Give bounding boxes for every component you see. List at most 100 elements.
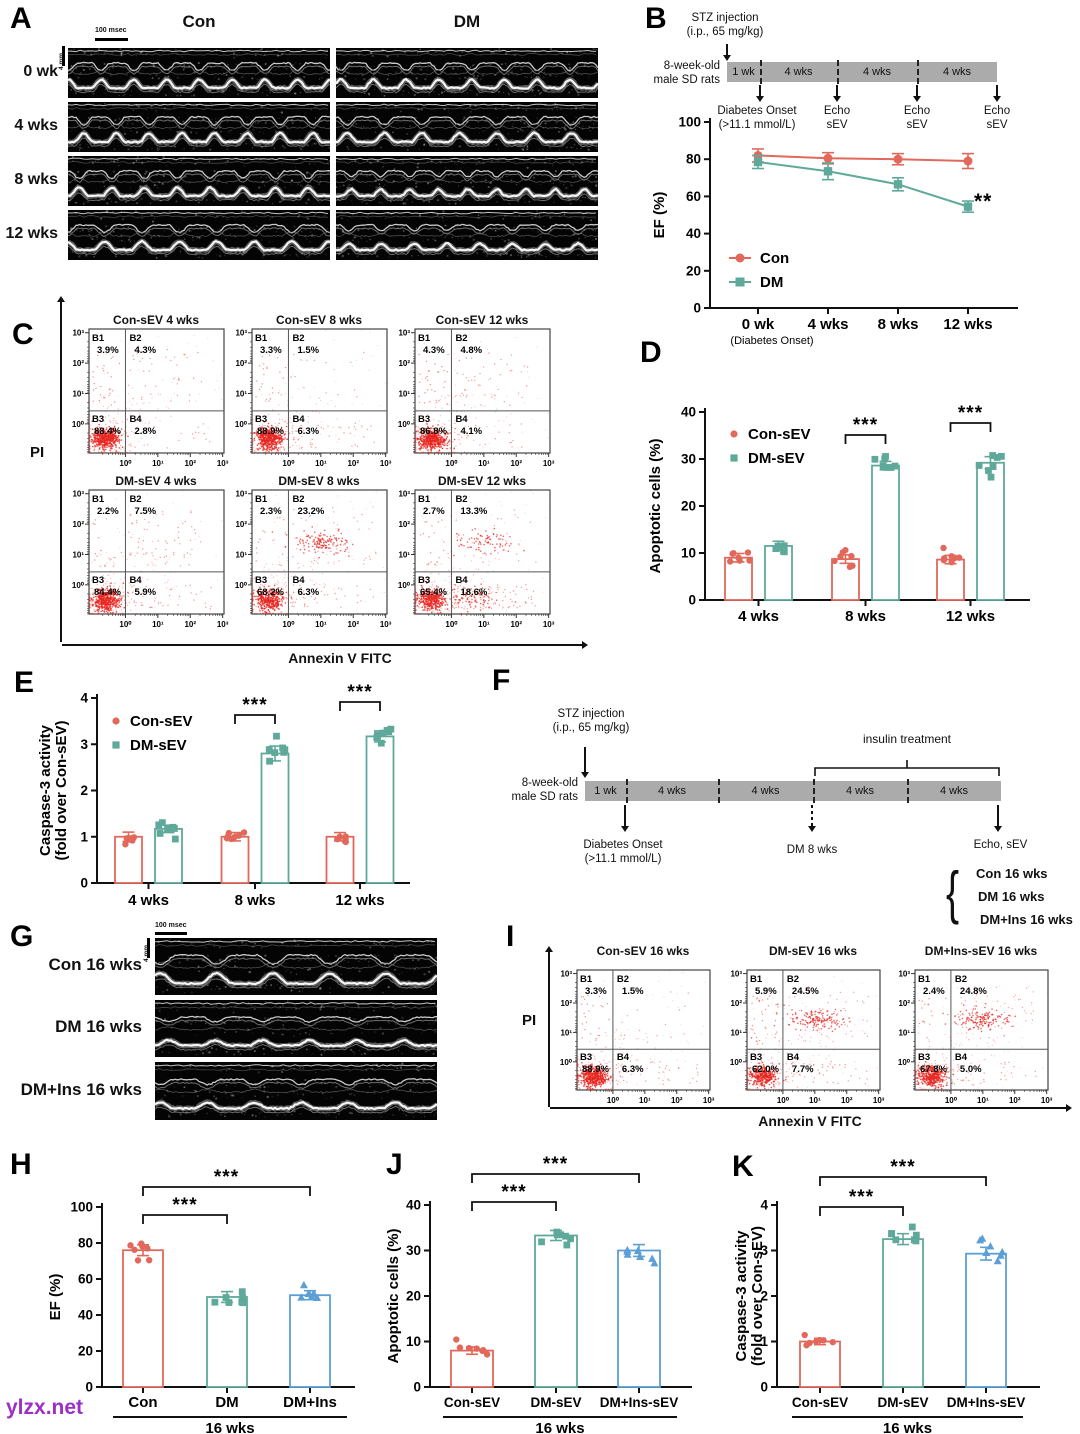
svg-text:10²: 10² <box>510 459 522 468</box>
stz-line1: STZ injection <box>691 12 759 24</box>
timeline-seg: 4 wks <box>845 785 875 797</box>
pi-axis-label: PI <box>30 444 45 461</box>
svg-text:1.5%: 1.5% <box>297 345 319 356</box>
panel-g-row-dmins: DM+Ins 16 wks <box>20 1080 142 1099</box>
svg-text:88.9%: 88.9% <box>257 426 284 437</box>
echo-line1: Echo <box>983 105 1011 117</box>
svg-text:**: ** <box>974 190 992 213</box>
onset-line1: Diabetes Onset <box>583 839 663 851</box>
timeline-seg-1wk: 1 wk <box>732 66 755 78</box>
echo-image-con-4wks <box>67 102 331 152</box>
panel-g-row-dm: DM 16 wks <box>55 1017 142 1036</box>
svg-text:10¹: 10¹ <box>72 389 84 398</box>
svg-text:4 wks: 4 wks <box>808 316 849 333</box>
svg-text:10⁰: 10⁰ <box>72 420 85 429</box>
svg-text:Con: Con <box>760 250 789 267</box>
flow-title: DM+Ins-sEV 16 wks <box>924 944 1038 958</box>
panel-e-letter: E <box>14 666 35 699</box>
panel-i-letter: I <box>506 920 515 953</box>
panel-a-row-0wk: 0 wk <box>23 63 58 80</box>
onset-line2: (>11.1 mmol/L) <box>584 853 662 865</box>
flow-plot-con-16wks: 10⁰ 10¹ 10² 10³10³10²10¹10⁰B13.3%B21.5%B388… <box>560 969 715 1105</box>
svg-text:6.3%: 6.3% <box>297 426 319 437</box>
group-dmins-16wks: DM+Ins 16 wks <box>980 912 1073 927</box>
panel-f-letter: F <box>492 664 511 697</box>
svg-text:10²: 10² <box>72 359 84 368</box>
timeline-bar-f: 1 wk 4 wks 4 wks 4 wks 4 wks <box>585 779 1001 803</box>
svg-text:4.3%: 4.3% <box>423 345 445 356</box>
stz-line2: (i.p., 65 mg/kg) <box>686 26 764 38</box>
depth-scalebar-label: 4 mm <box>58 53 65 70</box>
timeline-seg: 4 wks <box>657 785 687 797</box>
svg-text:0: 0 <box>693 301 701 316</box>
svg-text:100: 100 <box>678 115 701 130</box>
panel-a-col-con: Con <box>182 12 216 31</box>
panel-a-letter: A <box>10 2 32 35</box>
svg-text:10¹: 10¹ <box>315 459 327 468</box>
panel-h-letter: H <box>10 1148 32 1181</box>
svg-text:10³: 10³ <box>217 459 229 468</box>
stz-arrow-icon <box>581 747 589 778</box>
echo-sev-label-2: Echo sEV <box>887 104 947 132</box>
depth-scalebar <box>62 46 65 66</box>
svg-text:B3: B3 <box>92 414 104 425</box>
echo-line2: sEV <box>906 119 928 131</box>
stz-injection-label-f: STZ injection (i.p., 65 mg/kg) <box>521 707 661 735</box>
svg-text:B4: B4 <box>292 414 305 425</box>
depth-scalebar-label: 4 mm <box>143 945 150 962</box>
svg-text:10⁰: 10⁰ <box>119 459 132 468</box>
timeline-seg-4wks-1: 4 wks <box>784 66 813 78</box>
flow-title: DM-sEV 16 wks <box>768 944 858 958</box>
dm-8wks-label: DM 8 wks <box>786 844 838 856</box>
panel-a-col-dm: DM <box>453 12 481 31</box>
subject-line1: 8-week-old <box>663 60 720 72</box>
diabetes-onset-label-f: Diabetes Onset (>11.1 mmol/L) <box>553 838 693 866</box>
flow-plot-dm-8wks: 10⁰ 10¹ 10² 10³10³10²10¹10⁰B12.3%B223.2%B36… <box>235 489 392 629</box>
annexin-axis-arrow-icon <box>62 641 588 649</box>
panel-a-row-12wks: 12 wks <box>5 225 58 242</box>
svg-text:B1: B1 <box>255 333 268 344</box>
flow-plot-con-8wks: 10⁰ 10¹ 10² 10³ 10³ 10² 10¹ 10⁰ B13.3% B21.5% B388… <box>235 328 392 468</box>
echo-arrow-icon <box>913 85 921 102</box>
panel-b-letter: B <box>645 2 667 35</box>
ef-line-chart: 0 20 40 60 80 100 EF (%) 0 wk (Diabetes Onset) 4 … <box>651 115 1018 347</box>
svg-text:4.3%: 4.3% <box>134 345 156 356</box>
svg-text:10⁰: 10⁰ <box>445 459 458 468</box>
flow-title: DM-sEV 4 wks <box>115 474 197 488</box>
svg-text:10³: 10³ <box>398 329 410 338</box>
svg-text:10³: 10³ <box>543 459 555 468</box>
svg-text:0 wk: 0 wk <box>742 316 775 333</box>
echo-image-dm-12wks <box>335 210 599 260</box>
depth-scalebar <box>147 938 150 958</box>
svg-text:10⁰: 10⁰ <box>235 420 248 429</box>
svg-text:3.3%: 3.3% <box>260 345 282 356</box>
flow-title: Con-sEV 12 wks <box>435 313 529 327</box>
timeline-seg: 4 wks <box>939 785 969 797</box>
svg-text:10²: 10² <box>184 459 196 468</box>
echo-image-dm-4wks <box>335 102 599 152</box>
insulin-treatment-label: insulin treatment <box>862 732 952 746</box>
svg-text:10³: 10³ <box>380 459 392 468</box>
timeline-seg: 1 wk <box>594 785 617 797</box>
stz-arrow-icon <box>723 44 731 61</box>
stz-injection-label: STZ injection (i.p., 65 mg/kg) <box>655 11 795 39</box>
svg-text:86.8%: 86.8% <box>420 426 447 437</box>
panel-a-row-8wks: 8 wks <box>14 171 58 188</box>
svg-text:2.8%: 2.8% <box>134 426 156 437</box>
svg-text:DM: DM <box>760 274 783 291</box>
echo-sev-label-1: Echo sEV <box>807 104 867 132</box>
svg-text:(Diabetes Onset): (Diabetes Onset) <box>730 335 813 347</box>
svg-text:B2: B2 <box>129 333 141 344</box>
subject-label: 8-week-old male SD rats <box>598 59 720 87</box>
echo-image-con-0wk <box>66 47 332 98</box>
timeline-divider <box>907 779 909 803</box>
svg-text:10³: 10³ <box>72 329 84 338</box>
echo-sev-label-3: Echo sEV <box>967 104 1027 132</box>
timeline-seg: 4 wks <box>751 785 780 797</box>
svg-text:B2: B2 <box>292 333 304 344</box>
echo-image-dm-8wks <box>334 156 599 206</box>
